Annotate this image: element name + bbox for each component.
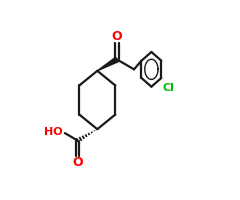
Text: O: O <box>112 30 122 43</box>
Text: O: O <box>72 156 83 169</box>
Polygon shape <box>97 57 118 71</box>
Text: HO: HO <box>44 127 63 137</box>
Text: Cl: Cl <box>162 83 174 93</box>
